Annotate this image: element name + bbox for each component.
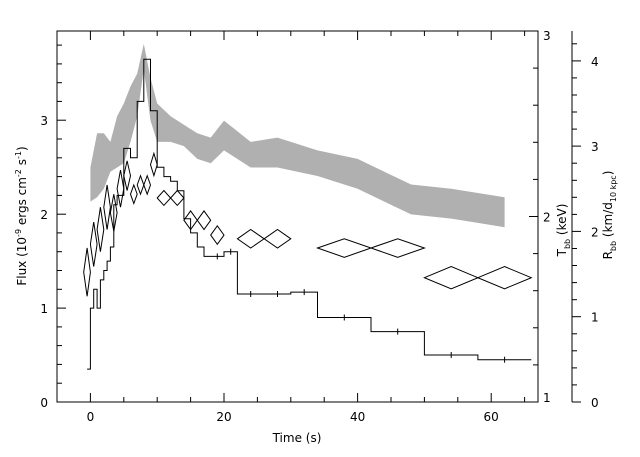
temperature-diamond [210, 224, 225, 246]
temperature-diamond [103, 184, 111, 230]
temperature-diamond [129, 183, 138, 205]
radius-tick-label: 0 [591, 396, 599, 410]
flux-ticks: 0 1 2 3 [40, 44, 66, 410]
temperature-diamond [96, 207, 105, 252]
temperature-tick-label: 1 [543, 391, 551, 405]
radius-axis-label: Rbb (km/d10 kpc) [601, 171, 618, 260]
temperature-diamond [156, 189, 172, 207]
temperature-diamond [123, 160, 132, 191]
temperature-diamond [315, 238, 373, 258]
flux-tick-label: 0 [40, 396, 48, 410]
temperature-diamond [369, 238, 426, 258]
x-tick-label: 60 [484, 410, 499, 424]
x-tick-label: 0 [87, 410, 95, 424]
temperature-diamond [423, 266, 480, 290]
x-axis-label: Time (s) [272, 431, 322, 445]
temperature-diamond [136, 174, 145, 196]
temperature-diamond-layer [83, 151, 533, 297]
radius-tick-label: 3 [591, 140, 599, 154]
temperature-diamond [149, 151, 158, 178]
flux-tick-label: 3 [40, 114, 48, 128]
temperature-diamond [83, 247, 91, 297]
radius-band-layer [90, 43, 505, 228]
x-tick-label: 40 [350, 410, 365, 424]
flux-step-layer [87, 58, 532, 370]
x-ticks: 0 20 40 60 [87, 31, 526, 424]
temperature-diamond [263, 228, 292, 249]
radius-tick-label: 2 [591, 225, 599, 239]
flux-step-line [87, 58, 532, 370]
radius-ticks: 0 1 2 3 4 [572, 43, 599, 410]
temperature-diamond [89, 222, 98, 267]
temperature-axis-label: Tbb (keV) [555, 204, 572, 258]
temperature-diamond [236, 228, 265, 249]
radius-band [90, 43, 505, 228]
temperature-diamond [476, 266, 533, 290]
radius-tick-label: 1 [591, 311, 599, 325]
radius-tick-label: 4 [591, 55, 599, 69]
flux-tick-label: 2 [40, 208, 48, 222]
flux-axis-label: Flux (10-9 ergs cm-2 s-1) [14, 146, 29, 285]
temperature-diamond [116, 170, 125, 208]
temperature-tick-label: 2 [543, 211, 551, 225]
temperature-tick-label: 3 [543, 29, 551, 43]
x-tick-label: 20 [216, 410, 231, 424]
flux-tick-label: 1 [40, 302, 48, 316]
temperature-diamond [169, 189, 185, 207]
temperature-ticks: 1 2 3 [529, 29, 551, 405]
temperature-diamond [143, 174, 152, 196]
temperature-diamond [109, 194, 118, 232]
temperature-diamond [196, 210, 212, 231]
